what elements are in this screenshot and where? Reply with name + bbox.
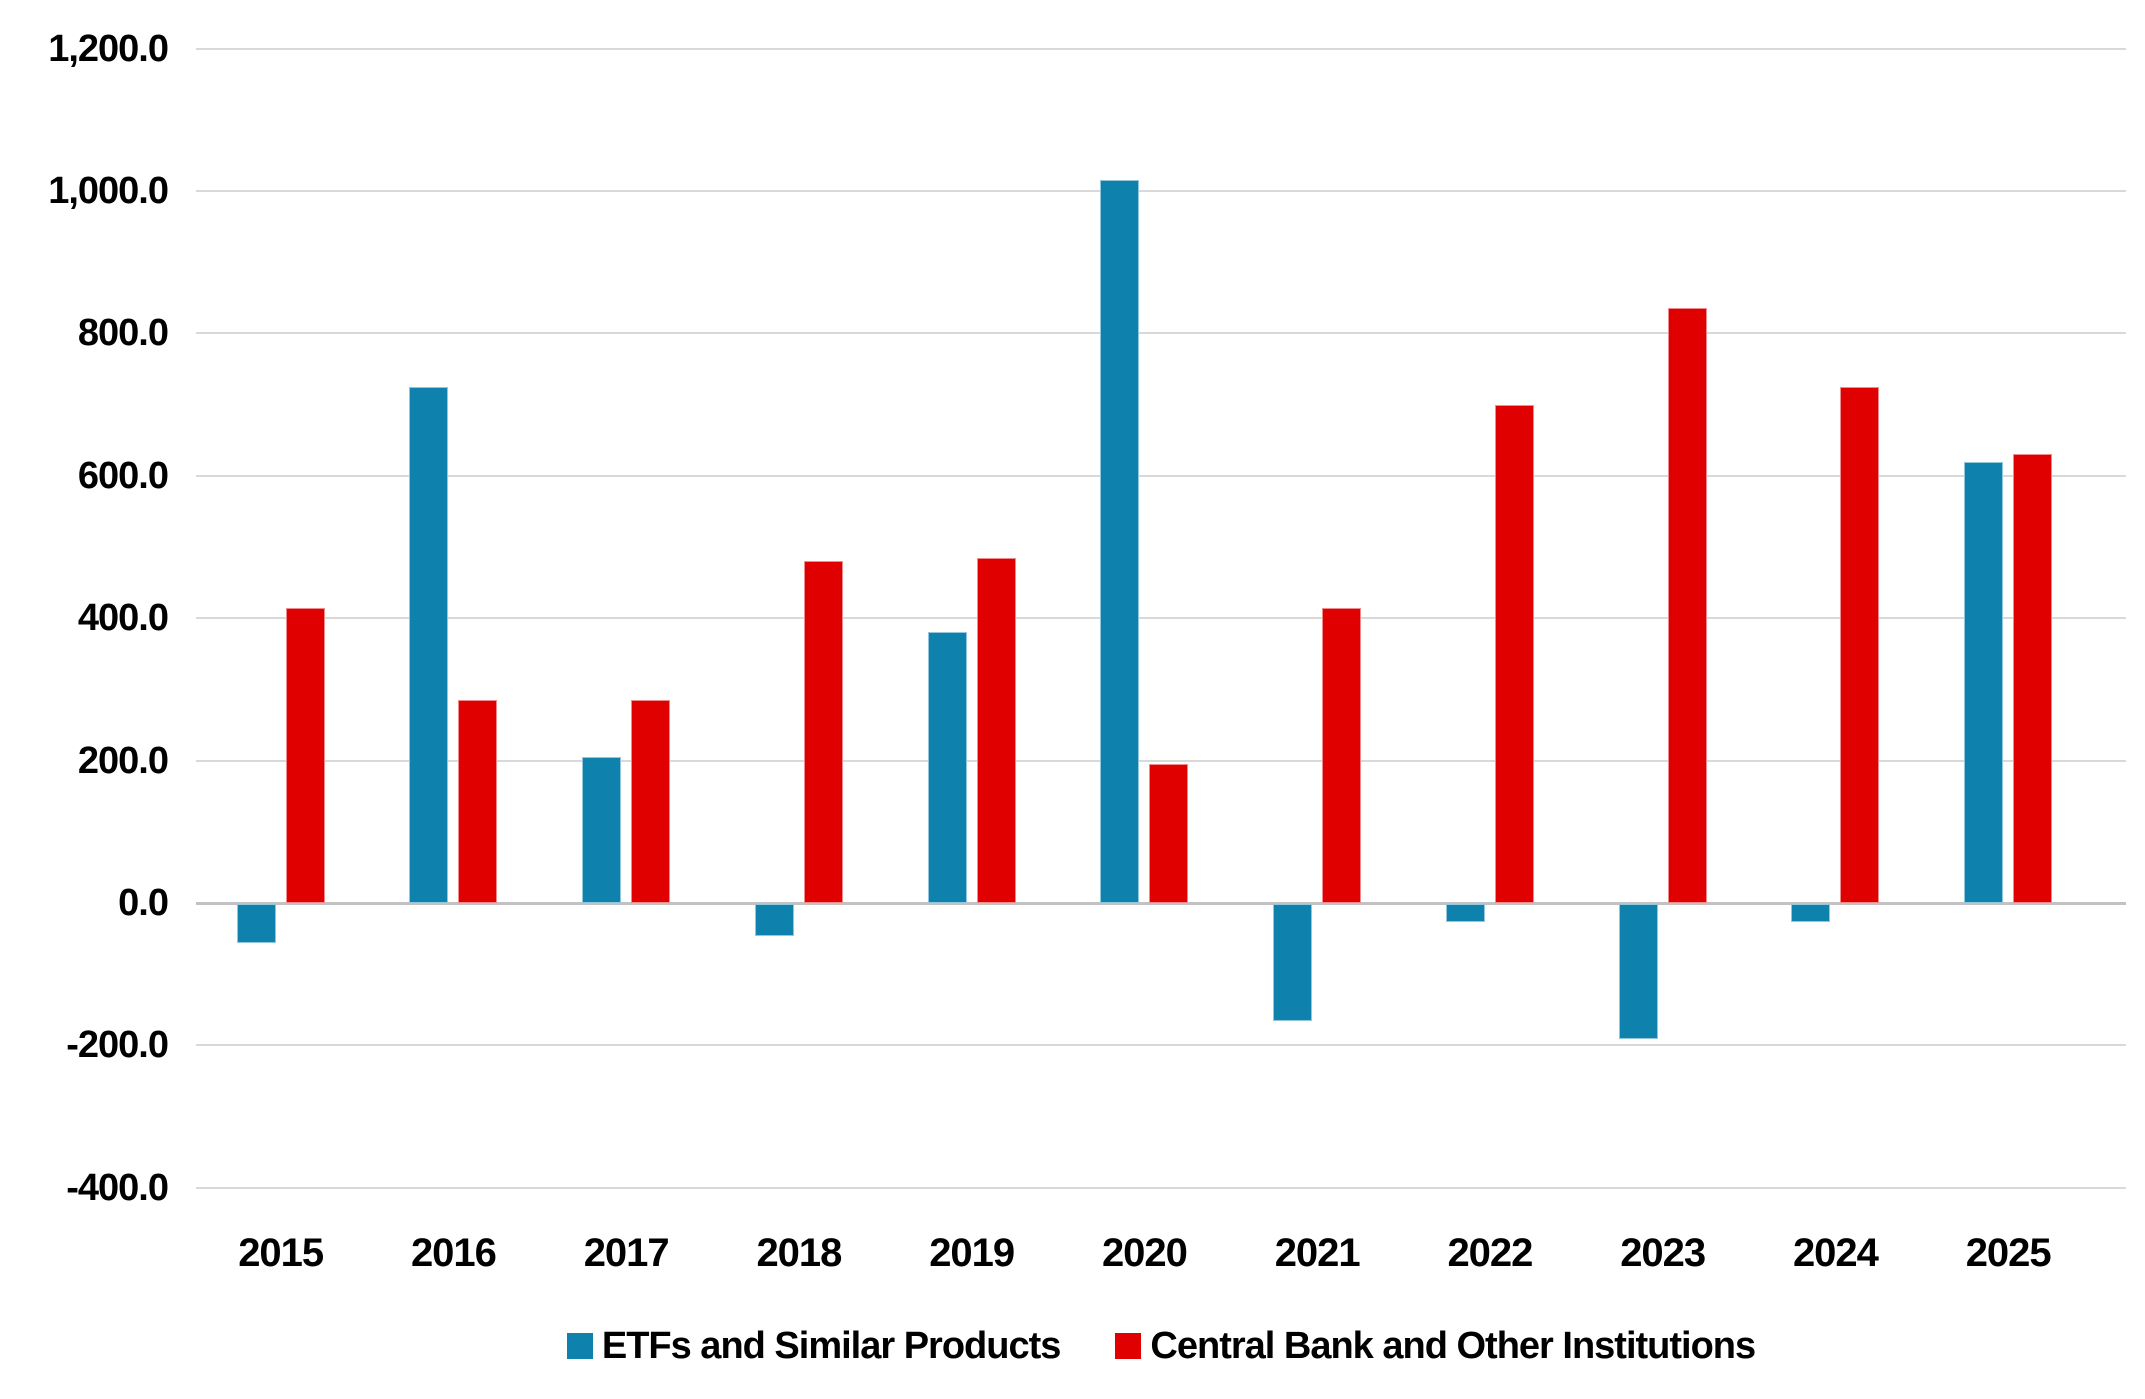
bar-central-bank-2020 [1149,764,1189,903]
y-axis-tick-label: 1,200.0 [48,27,169,70]
y-axis-tick-label: 1,000.0 [48,170,169,212]
x-axis-tick-label-2024: 2024 [1792,1231,1879,1275]
bar-etfs-2017 [582,757,622,903]
zero-axis-line [196,901,2126,905]
x-axis-tick-label-2016: 2016 [410,1231,497,1275]
bar-etfs-2018 [754,904,794,937]
bar-etfs-2021 [1273,904,1313,1022]
x-axis-tick-label-2017: 2017 [583,1231,670,1275]
x-axis-tick-label-2021: 2021 [1274,1231,1361,1275]
legend-entry-central-bank: Central Bank and Other Institutions [1115,1324,1756,1368]
bar-central-bank-2019 [976,557,1016,903]
gridline [196,617,2126,620]
gridline [196,759,2126,762]
y-axis-tick-label: 200.0 [77,739,169,782]
bar-central-bank-2015 [285,607,325,903]
x-axis-tick-label-2022: 2022 [1447,1231,1533,1275]
bar-etfs-2016 [409,386,449,903]
bar-etfs-2024 [1791,904,1831,922]
legend-label: Central Bank and Other Institutions [1150,1324,1756,1367]
x-axis-tick-label-2018: 2018 [756,1231,842,1275]
x-axis-tick-label-2023: 2023 [1620,1231,1706,1275]
bar-central-bank-2023 [1667,308,1707,903]
gridline [196,332,2126,335]
y-axis-tick-label: 0.0 [118,882,169,924]
x-axis-tick-label-2020: 2020 [1101,1231,1188,1275]
bar-central-bank-2021 [1322,607,1362,903]
x-axis-tick-label-2019: 2019 [929,1231,1015,1275]
legend-label: ETFs and Similar Products [601,1324,1062,1367]
legend-swatch-icon [1115,1333,1142,1359]
bar-etfs-2023 [1618,904,1658,1040]
bar-etfs-2025 [1964,461,2004,903]
legend-entry-etfs: ETFs and Similar Products [566,1324,1062,1368]
bar-etfs-2015 [236,904,276,944]
bar-central-bank-2024 [1840,386,1880,903]
gridline [196,474,2126,477]
x-axis-tick-label-2025: 2025 [1965,1231,2052,1275]
legend-swatch-icon [566,1333,593,1359]
y-axis-tick-label: 600.0 [77,454,169,497]
gridline [196,1044,2126,1047]
bar-central-bank-2025 [2013,454,2053,903]
y-axis-tick-label: 800.0 [77,312,169,355]
bar-central-bank-2017 [631,700,671,903]
y-axis-tick-label: -200.0 [66,1024,169,1067]
bar-etfs-2019 [927,632,967,903]
bar-central-bank-2018 [803,561,843,903]
gridline [196,190,2126,192]
x-axis-tick-label-2015: 2015 [238,1231,324,1275]
bar-etfs-2022 [1445,904,1485,922]
chart-legend: ETFs and Similar Products Central Bank an… [196,1318,2126,1374]
gridline [196,1186,2126,1189]
bar-central-bank-2022 [1494,404,1534,903]
y-axis-tick-label: -400.0 [66,1166,169,1209]
y-axis-tick-label: 400.0 [77,597,169,640]
gridline [196,47,2126,50]
bar-etfs-2020 [1100,180,1140,903]
bar-central-bank-2016 [458,700,498,903]
